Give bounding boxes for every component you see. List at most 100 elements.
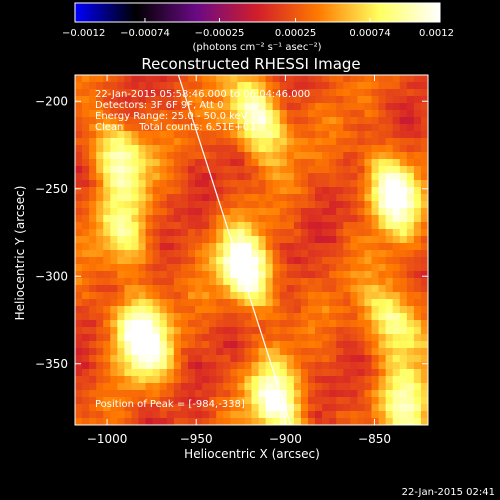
heatmap-cell (329, 369, 337, 377)
heatmap-cell (131, 418, 139, 425)
heatmap-cell (258, 250, 267, 258)
heatmap-cell (195, 348, 203, 356)
heatmap-cell (378, 369, 387, 377)
heatmap-cell (202, 222, 210, 230)
heatmap-cell (392, 383, 401, 391)
heatmap-cell (187, 299, 196, 307)
heatmap-cell (343, 292, 351, 300)
heatmap-cell (343, 145, 351, 153)
heatmap-cell (96, 96, 104, 104)
heatmap-cell (399, 180, 408, 188)
heatmap-cell (293, 383, 302, 391)
heatmap-cell (378, 250, 387, 258)
heatmap-cell (166, 376, 175, 384)
heatmap-cell (385, 355, 394, 363)
heatmap-cell (138, 110, 146, 118)
heatmap-cell (364, 264, 372, 272)
heatmap-cell (89, 208, 97, 216)
heatmap-cell (315, 201, 323, 209)
heatmap-cell (202, 110, 210, 118)
heatmap-cell (89, 229, 97, 237)
heatmap-cell (110, 299, 118, 307)
heatmap-cell (371, 124, 379, 132)
heatmap-cell (173, 390, 182, 398)
heatmap-cell (131, 208, 139, 216)
heatmap-cell (96, 138, 104, 146)
heatmap-cell (286, 327, 295, 335)
heatmap-cell (420, 285, 428, 293)
heatmap-cell (89, 404, 97, 412)
heatmap-cell (357, 236, 365, 244)
heatmap-cell (300, 348, 309, 356)
heatmap-cell (195, 194, 203, 202)
heatmap-cell (244, 222, 252, 230)
heatmap-cell (322, 124, 330, 132)
heatmap-cell (364, 208, 372, 216)
heatmap-cell (145, 215, 154, 223)
heatmap-cell (399, 103, 408, 111)
heatmap-cell (89, 110, 97, 118)
heatmap-cell (145, 355, 154, 363)
heatmap-cell (110, 418, 118, 425)
heatmap-cell (138, 117, 146, 125)
heatmap-cell (350, 222, 358, 230)
heatmap-cell (336, 383, 344, 391)
heatmap-cell (392, 243, 401, 251)
heatmap-cell (223, 152, 231, 160)
heatmap-cell (75, 355, 83, 363)
heatmap-cell (124, 110, 132, 118)
heatmap-cell (251, 292, 259, 300)
heatmap-cell (322, 320, 330, 328)
heatmap-cell (237, 243, 245, 251)
heatmap-cell (244, 236, 252, 244)
heatmap-cell (166, 348, 175, 356)
heatmap-cell (117, 299, 125, 307)
heatmap-cell (329, 194, 337, 202)
heatmap-cell (343, 285, 351, 293)
heatmap-cell (110, 334, 118, 342)
heatmap-cell (343, 278, 351, 286)
heatmap-cell (385, 257, 394, 265)
heatmap-cell (103, 362, 111, 370)
heatmap-cell (145, 369, 154, 377)
heatmap-cell (82, 180, 90, 188)
heatmap-cell (399, 243, 408, 251)
heatmap-cell (357, 320, 365, 328)
heatmap-cell (237, 418, 245, 425)
heatmap-cell (173, 404, 182, 412)
heatmap-cell (286, 418, 295, 425)
heatmap-cell (279, 376, 288, 384)
heatmap-cell (315, 292, 323, 300)
heatmap-cell (307, 278, 316, 286)
heatmap-cell (96, 376, 104, 384)
heatmap-cell (89, 75, 97, 83)
heatmap-cell (187, 369, 196, 377)
heatmap-cell (173, 376, 182, 384)
heatmap-cell (166, 187, 175, 195)
heatmap-cell (420, 201, 428, 209)
heatmap-cell (75, 390, 83, 398)
heatmap-cell (279, 320, 288, 328)
heatmap-cell (364, 173, 372, 181)
heatmap-cell (180, 236, 189, 244)
heatmap-cell (89, 369, 97, 377)
heatmap-cell (237, 124, 245, 132)
heatmap-cell (110, 89, 118, 97)
heatmap-cell (244, 278, 252, 286)
heatmap-cell (103, 159, 111, 167)
heatmap-cell (286, 376, 295, 384)
heatmap-cell (223, 208, 231, 216)
heatmap-cell (75, 138, 83, 146)
heatmap-cell (103, 334, 111, 342)
heatmap-cell (251, 313, 259, 321)
heatmap-cell (216, 264, 224, 272)
heatmap-cell (82, 222, 90, 230)
heatmap-cell (413, 201, 422, 209)
heatmap-cell (378, 271, 387, 279)
heatmap-cell (258, 355, 267, 363)
heatmap-cell (385, 187, 394, 195)
heatmap-cell (145, 313, 154, 321)
heatmap-cell (322, 362, 330, 370)
heatmap-cell (110, 243, 118, 251)
heatmap-cell (413, 117, 422, 125)
